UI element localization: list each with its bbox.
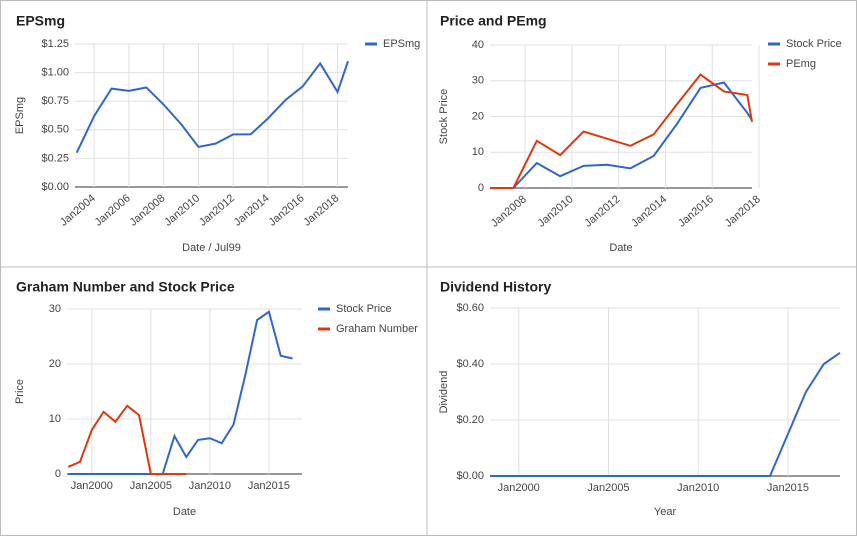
legend-label: Stock Price [336, 303, 392, 315]
x-tick-label: Jan2015 [767, 482, 809, 494]
x-tick-label: Jan2012 [582, 193, 622, 229]
x-tick-label: Jan2016 [267, 192, 307, 228]
series-line [67, 404, 187, 475]
x-tick-label: Jan2010 [536, 193, 576, 229]
y-tick-label: 30 [472, 75, 484, 87]
x-tick-label: Jan2014 [629, 193, 669, 229]
x-tick-label: Jan2016 [676, 193, 716, 229]
y-tick-label: 30 [49, 303, 61, 315]
chart-title: Graham Number and Stock Price [16, 279, 235, 295]
x-tick-label: Jan2010 [189, 480, 231, 492]
y-tick-label: $0.00 [41, 181, 69, 193]
x-axis-label: Date [173, 506, 196, 518]
x-tick-label: Jan2012 [197, 192, 237, 228]
series-line [75, 60, 349, 154]
x-axis-label: Date / Jul99 [182, 242, 241, 254]
x-tick-label: Jan2018 [723, 193, 763, 229]
y-tick-label: $0.50 [41, 124, 69, 136]
series-line [490, 351, 841, 477]
y-tick-label: $0.40 [456, 358, 484, 370]
y-tick-label: 20 [49, 358, 61, 370]
legend-swatch [365, 42, 377, 46]
x-tick-label: Jan2005 [587, 482, 629, 494]
y-tick-label: 0 [478, 182, 484, 194]
chart-title: Dividend History [440, 279, 551, 295]
legend-swatch [768, 42, 780, 46]
x-axis-label: Year [654, 506, 677, 518]
legend-swatch [318, 307, 330, 311]
x-tick-label: Jan2006 [93, 192, 133, 228]
y-tick-label: 10 [472, 146, 484, 158]
y-axis-label: Dividend [438, 371, 450, 414]
y-axis-label: Stock Price [438, 89, 450, 145]
legend-label: PEmg [786, 58, 816, 70]
x-tick-label: Jan2000 [498, 482, 540, 494]
y-tick-label: $0.00 [456, 470, 484, 482]
x-tick-label: Jan2008 [489, 193, 529, 229]
y-tick-label: $0.60 [456, 302, 484, 314]
x-tick-label: Jan2005 [130, 480, 172, 492]
y-tick-label: $0.25 [41, 152, 69, 164]
y-tick-label: $1.00 [41, 67, 69, 79]
x-tick-label: Jan2010 [677, 482, 719, 494]
chart-title: Price and PEmg [440, 13, 547, 29]
legend-label: EPSmg [383, 38, 420, 50]
x-tick-label: Jan2010 [162, 192, 202, 228]
x-tick-label: Jan2008 [127, 192, 167, 228]
x-tick-label: Jan2004 [58, 192, 98, 228]
y-tick-label: $1.25 [41, 38, 69, 50]
x-tick-label: Jan2000 [71, 480, 113, 492]
series-line [68, 310, 293, 475]
y-tick-label: 40 [472, 39, 484, 51]
y-tick-label: $0.20 [456, 414, 484, 426]
x-axis-label: Date [609, 242, 632, 254]
x-tick-label: Jan2018 [301, 192, 341, 228]
series-line [490, 73, 753, 189]
x-tick-label: Jan2014 [232, 192, 272, 228]
y-tick-label: 20 [472, 110, 484, 122]
chart-title: EPSmg [16, 13, 65, 29]
y-axis-label: Price [14, 379, 26, 404]
y-axis-label: EPSmg [14, 97, 26, 134]
legend-label: Graham Number [336, 323, 418, 335]
x-tick-label: Jan2015 [248, 480, 290, 492]
y-tick-label: 0 [55, 468, 61, 480]
series-line [490, 81, 753, 189]
legend-swatch [318, 327, 330, 331]
legend-label: Stock Price [786, 38, 842, 50]
y-tick-label: $0.75 [41, 95, 69, 107]
legend-swatch [768, 62, 780, 66]
y-tick-label: 10 [49, 413, 61, 425]
